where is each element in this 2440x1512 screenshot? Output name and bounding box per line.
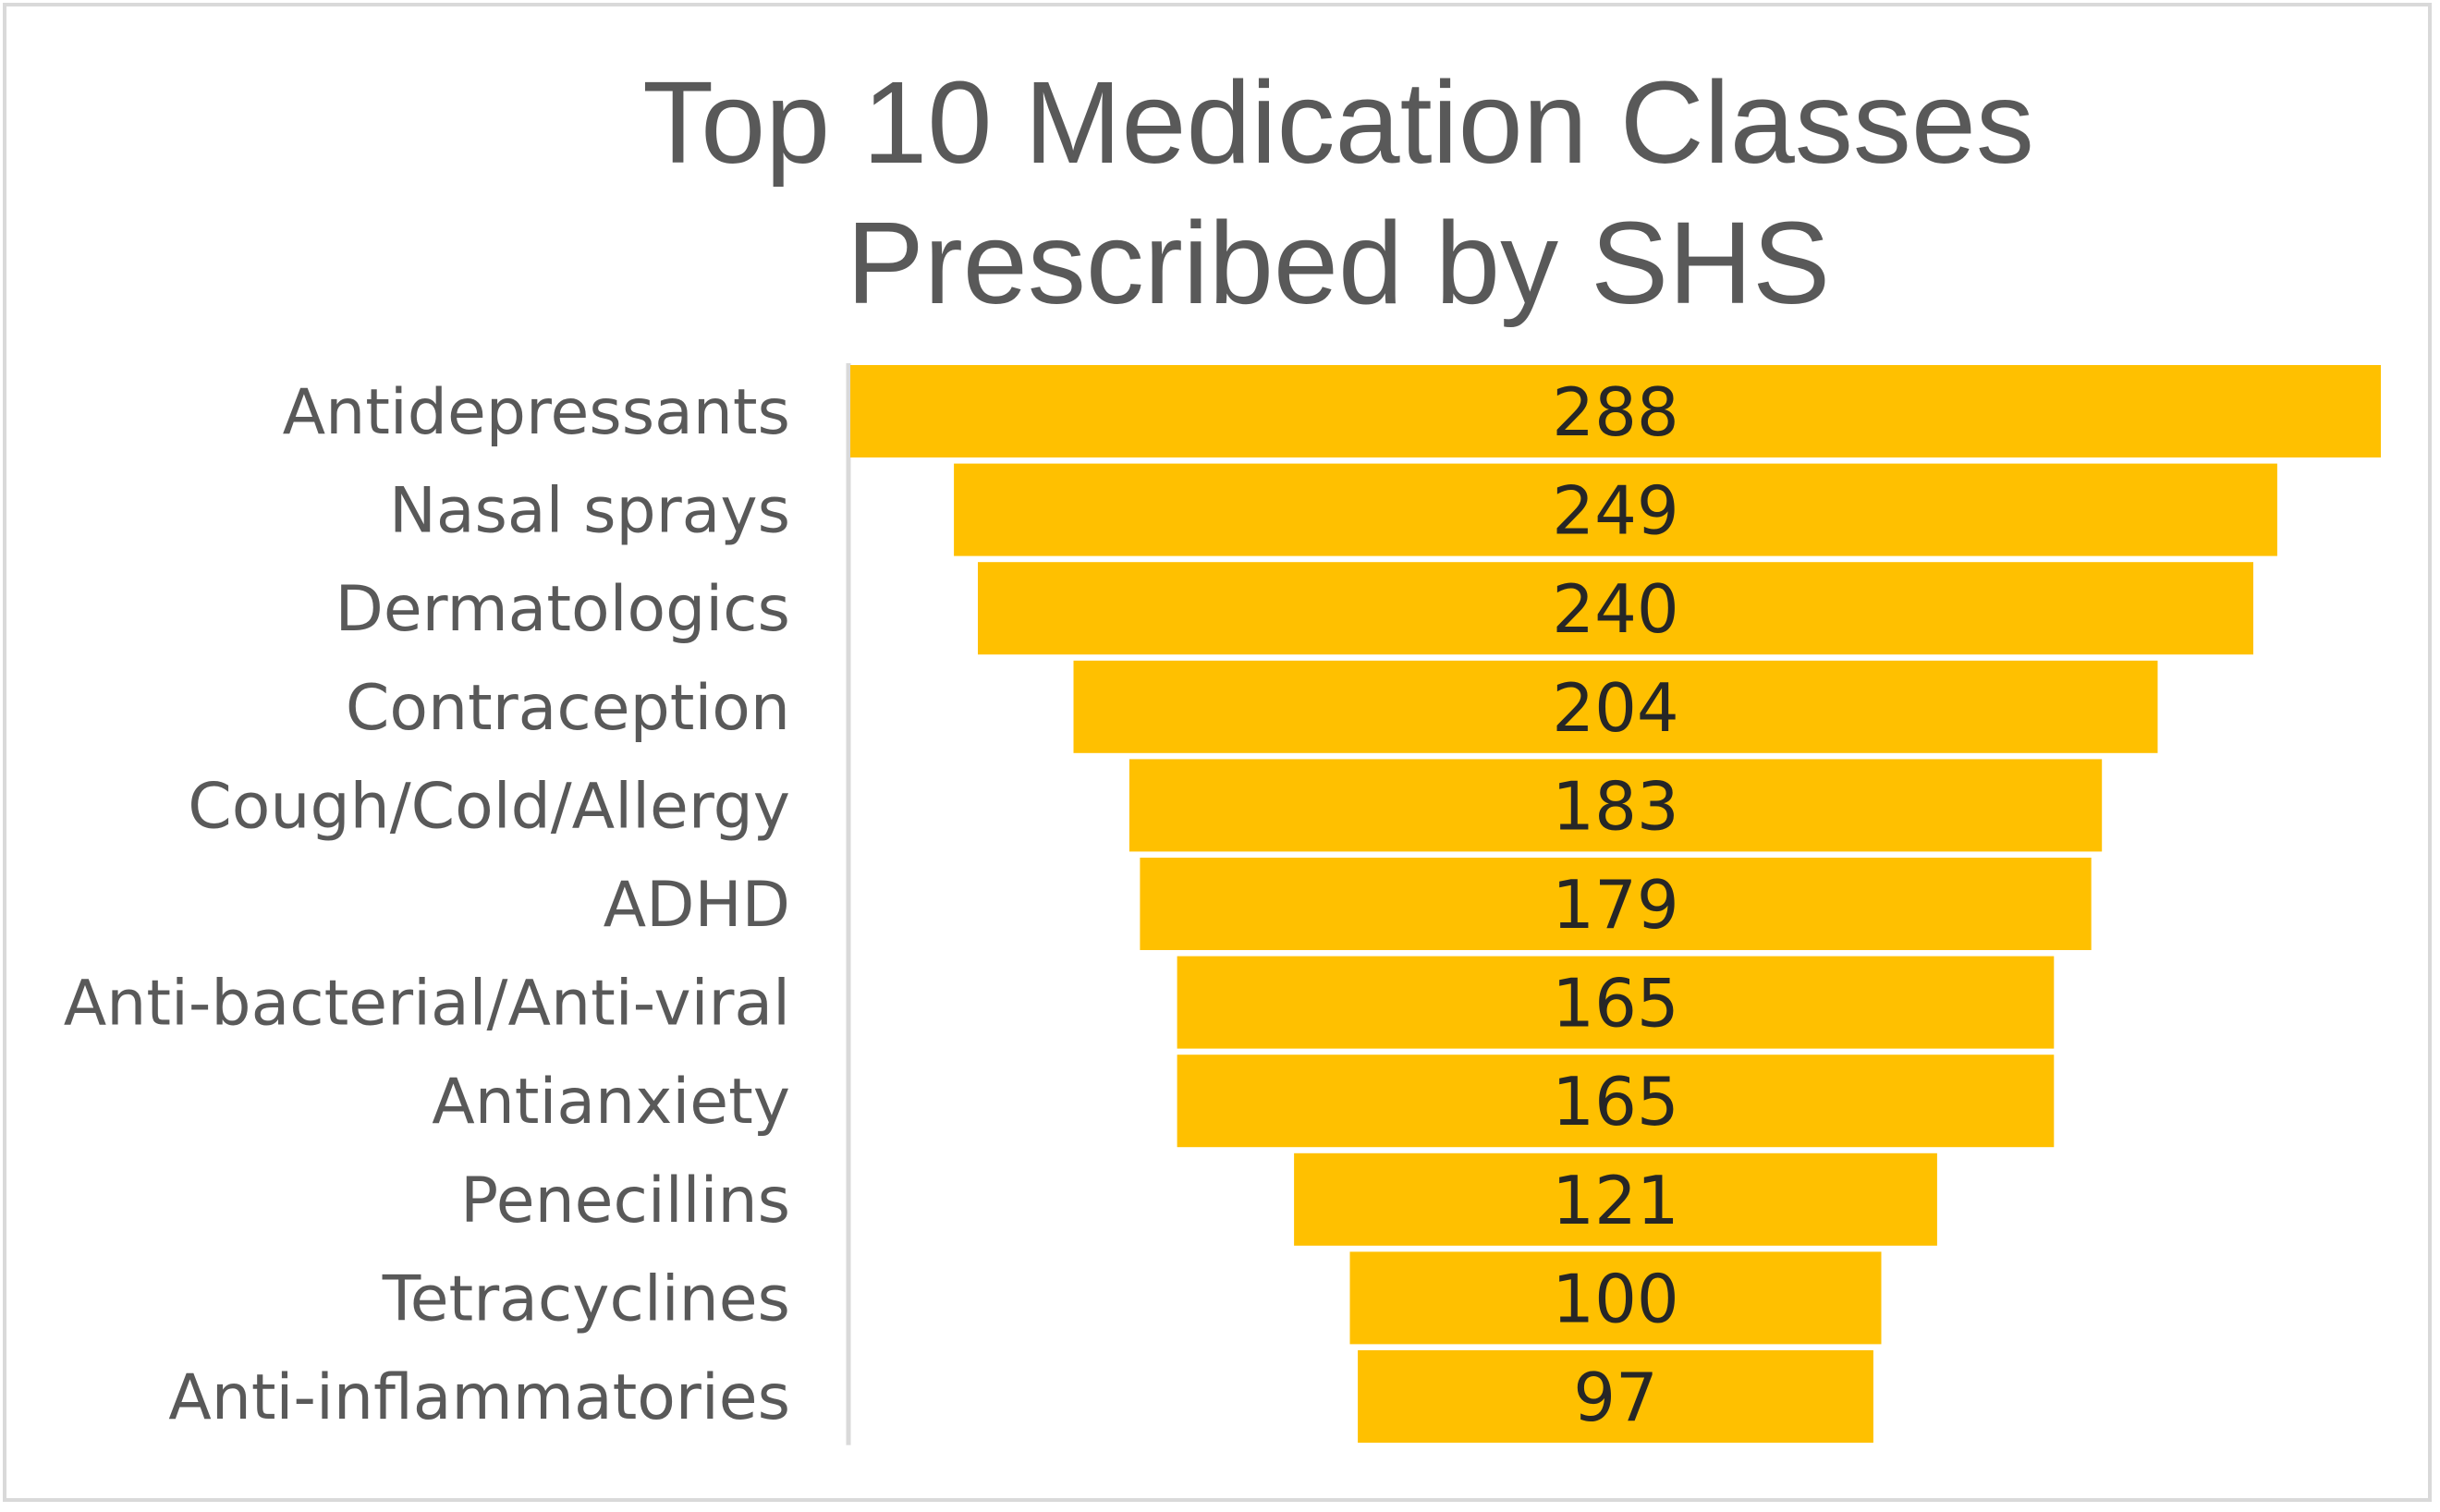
bar-tetracyclines <box>1349 1251 1882 1345</box>
value-label-tetracyclines: 100 <box>1552 1260 1678 1337</box>
category-labels: Antidepressants Nasal sprays Dermatologics… <box>64 376 790 1434</box>
bar-cough-cold-allergy <box>1128 759 2103 852</box>
category-label-antianxiety: Antianxiety <box>432 1066 790 1139</box>
chart-title-line-1: Top 10 Medication Classes <box>642 57 2034 188</box>
value-label-cough-cold-allergy: 183 <box>1552 767 1678 845</box>
bar-anti-bacterial-anti-viral <box>1177 956 2055 1049</box>
value-label-nasal-sprays: 249 <box>1552 472 1678 550</box>
bar-nasal-sprays <box>954 463 2277 556</box>
bars-layer <box>850 365 2381 1443</box>
bar-adhd <box>1140 858 2092 950</box>
value-label-antidepressants: 288 <box>1552 373 1678 451</box>
category-label-dermatologics: Dermatologics <box>335 573 790 646</box>
bar-penecillins <box>1294 1152 1937 1246</box>
category-label-cough-cold-allergy: Cough/Cold/Allergy <box>188 770 790 843</box>
category-label-adhd: ADHD <box>604 869 790 942</box>
value-label-anti-bacterial-anti-viral: 165 <box>1552 965 1678 1043</box>
category-label-nasal-sprays: Nasal sprays <box>389 475 790 548</box>
value-label-anti-inflammatories: 97 <box>1573 1359 1658 1436</box>
category-label-penecillins: Penecillins <box>460 1164 790 1238</box>
bar-dermatologics <box>978 562 2253 655</box>
bar-antidepressants <box>850 365 2381 457</box>
value-label-contraception: 204 <box>1552 669 1678 747</box>
category-label-tetracyclines: Tetracyclines <box>382 1262 790 1335</box>
value-label-antianxiety: 165 <box>1552 1063 1678 1140</box>
value-label-adhd: 179 <box>1552 866 1678 944</box>
category-label-antidepressants: Antidepressants <box>283 376 790 449</box>
value-label-penecillins: 121 <box>1552 1162 1678 1239</box>
bar-antianxiety <box>1177 1055 2055 1148</box>
category-label-anti-bacterial-anti-viral: Anti-bacterial/Anti-viral <box>64 968 790 1041</box>
value-labels: 288 249 240 204 183 179 165 165 121 100 97 <box>1552 373 1678 1436</box>
category-label-contraception: Contraception <box>346 672 790 745</box>
category-label-anti-inflammatories: Anti-inflammatories <box>168 1361 790 1434</box>
bar-anti-inflammatories <box>1358 1350 1873 1443</box>
chart-title-line-2: Prescribed by SHS <box>846 198 1831 328</box>
bar-contraception <box>1073 660 2158 753</box>
value-label-dermatologics: 240 <box>1552 570 1678 648</box>
